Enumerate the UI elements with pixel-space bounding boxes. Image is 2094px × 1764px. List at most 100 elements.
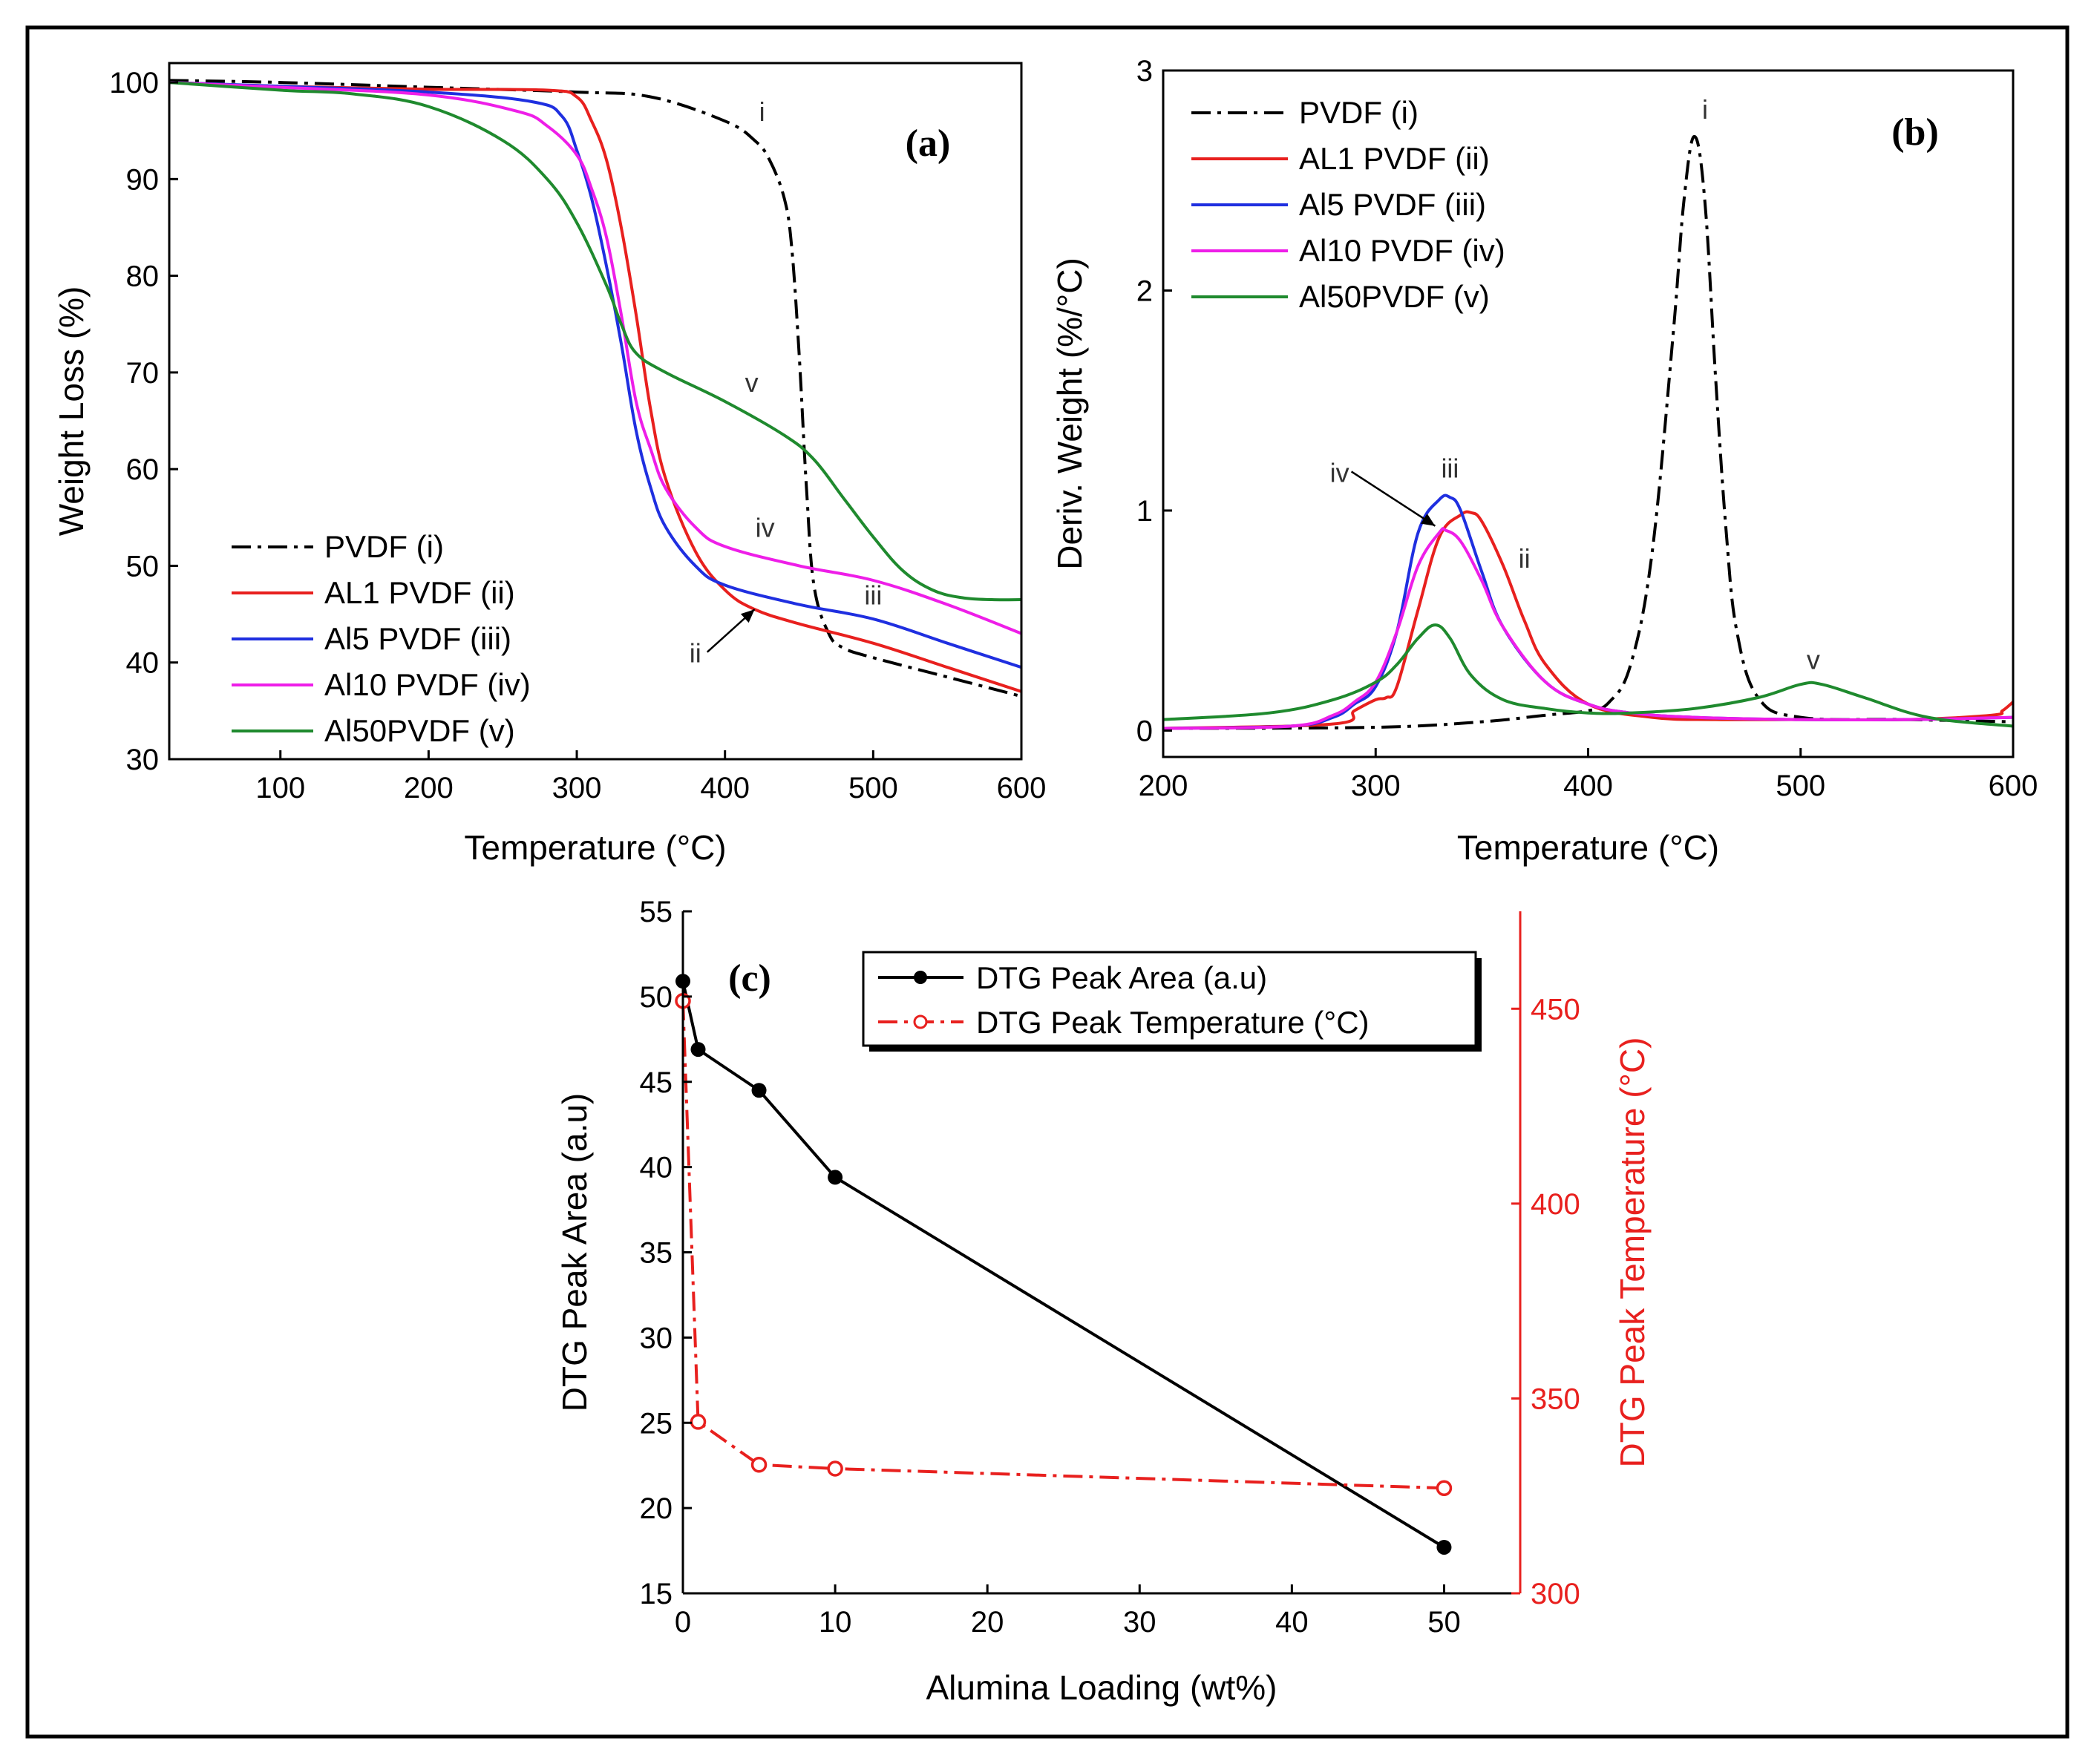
series-line-3 — [1163, 527, 2013, 730]
series-1-point-1 — [690, 1414, 707, 1430]
x-tick-label: 300 — [552, 772, 602, 804]
legend-label-2: Al5 PVDF (iii) — [324, 621, 511, 656]
y2-tick-label: 350 — [1531, 1383, 1580, 1415]
y2-tick-label: 300 — [1531, 1578, 1580, 1610]
panel-b: 200 300 400 500 600 0 1 2 3 Temperature (°C) Deriv… — [1050, 55, 2038, 867]
series-line-1 — [169, 81, 1021, 693]
series-1-point-4 — [1436, 1480, 1453, 1496]
x-tick-label: 10 — [819, 1606, 852, 1639]
series-0-point-2 — [751, 1083, 767, 1098]
x-tick-label: 500 — [848, 772, 898, 804]
panel-label: (b) — [1891, 111, 1939, 154]
annotation-iv: iv — [1330, 457, 1349, 488]
y-tick-label: 2 — [1136, 275, 1153, 307]
x-tick-label: 200 — [404, 772, 454, 804]
legend-label-3: Al10 PVDF (iv) — [1299, 233, 1505, 268]
plot-frame — [168, 62, 1023, 761]
y-tick-label: 40 — [640, 1152, 673, 1184]
series-0-point-3 — [828, 1170, 843, 1185]
legend-label-1: DTG Peak Temperature (°C) — [976, 1005, 1370, 1040]
y-tick-label: 30 — [126, 744, 160, 776]
series-line-0 — [1163, 134, 2013, 730]
y-axis-title: Deriv. Weight (%/°C) — [1050, 258, 1089, 570]
y-tick-label: 50 — [640, 981, 673, 1014]
x-tick-label: 600 — [1989, 770, 2038, 802]
y-tick-label: 0 — [1136, 715, 1153, 747]
series-line-4 — [1163, 623, 2013, 728]
annotation-ii: ii — [1519, 543, 1531, 574]
x-tick-label: 100 — [255, 772, 305, 804]
y-tick-label: 45 — [640, 1066, 673, 1099]
annotation-i: i — [759, 96, 765, 127]
annotation-i: i — [1702, 94, 1708, 125]
y2-axis-title: DTG Peak Temperature (°C) — [1613, 1037, 1652, 1468]
y-tick-label: 70 — [126, 357, 160, 390]
x-tick-label: 300 — [1351, 770, 1401, 802]
x-axis-title: Temperature (°C) — [1457, 828, 1719, 867]
legend-label-4: Al50PVDF (v) — [324, 713, 515, 748]
y-tick-label: 50 — [126, 550, 160, 583]
legend-marker-0 — [914, 971, 927, 984]
series-0-point-4 — [1436, 1539, 1452, 1555]
series-0-point-1 — [690, 1042, 706, 1058]
legend-label-0: DTG Peak Area (a.u) — [976, 960, 1267, 995]
legend-label-4: Al50PVDF (v) — [1299, 279, 1490, 314]
legend-label-1: AL1 PVDF (ii) — [324, 575, 515, 610]
y-axis-title: Weight Loss (%) — [52, 286, 91, 537]
y-tick-label: 15 — [640, 1578, 673, 1610]
figure-frame — [25, 25, 2070, 1739]
annotation-v: v — [1807, 644, 1820, 675]
annotation-ii: ii — [690, 638, 701, 669]
panel-label: (a) — [906, 122, 951, 165]
y-tick-label: 20 — [640, 1492, 673, 1525]
y-tick-label: 30 — [640, 1322, 673, 1354]
x-tick-label: 0 — [675, 1606, 691, 1639]
y-tick-label: 60 — [126, 453, 160, 486]
annotation-iv: iv — [756, 512, 775, 542]
legend-label-3: Al10 PVDF (iv) — [324, 667, 531, 702]
annotation-v: v — [745, 367, 759, 398]
y-tick-label: 35 — [640, 1237, 673, 1270]
x-tick-label: 200 — [1139, 770, 1188, 802]
x-tick-label: 40 — [1275, 1606, 1309, 1639]
y-tick-label: 55 — [640, 896, 673, 928]
y-tick-label: 90 — [126, 163, 160, 196]
legend-marker-1 — [913, 1014, 928, 1029]
annotation-iii: iii — [864, 580, 882, 611]
y-tick-label: 80 — [126, 260, 160, 293]
annotation-arrow-line — [1350, 470, 1436, 527]
series-line-4 — [169, 81, 1021, 602]
x-axis-title: Alumina Loading (wt%) — [926, 1668, 1277, 1707]
legend-label-0: PVDF (i) — [1299, 95, 1419, 130]
y-tick-label: 25 — [640, 1407, 673, 1440]
x-tick-label: 400 — [700, 772, 750, 804]
legend-box — [862, 951, 1477, 1047]
y-tick-label: 100 — [109, 67, 159, 99]
y-tick-label: 1 — [1136, 495, 1153, 528]
legend-label-0: PVDF (i) — [324, 529, 444, 564]
y-tick-label: 3 — [1136, 55, 1153, 88]
legend-label-1: AL1 PVDF (ii) — [1299, 141, 1490, 176]
y2-tick-label: 450 — [1531, 993, 1580, 1026]
series-line-2 — [169, 81, 1021, 669]
x-tick-label: 500 — [1776, 770, 1825, 802]
annotation-iii: iii — [1441, 453, 1459, 483]
y-tick-label: 40 — [126, 647, 160, 680]
panel-label: (c) — [728, 957, 771, 1000]
series-line-1 — [681, 1000, 1444, 1490]
panel-c: 0 10 20 30 40 50 15 20 25 30 35 40 45 50 55 300 350 400 45… — [555, 896, 1652, 1707]
legend-label-2: Al5 PVDF (iii) — [1299, 187, 1486, 222]
x-tick-label: 600 — [997, 772, 1047, 804]
x-tick-label: 50 — [1427, 1606, 1461, 1639]
annotation-arrow-head — [1420, 514, 1436, 526]
series-1-point-2 — [750, 1456, 768, 1473]
x-tick-label: 30 — [1123, 1606, 1156, 1639]
y2-tick-label: 400 — [1531, 1188, 1580, 1221]
x-tick-label: 20 — [971, 1606, 1004, 1639]
annotation-arrow-head — [740, 609, 755, 623]
x-axis-title: Temperature (°C) — [464, 828, 726, 867]
panel-a: 100 200 300 400 500 600 30 40 50 60 70 80 90 100 Tempe… — [52, 62, 1047, 867]
y-axis-title: DTG Peak Area (a.u) — [555, 1093, 594, 1412]
series-1-point-3 — [827, 1460, 843, 1477]
